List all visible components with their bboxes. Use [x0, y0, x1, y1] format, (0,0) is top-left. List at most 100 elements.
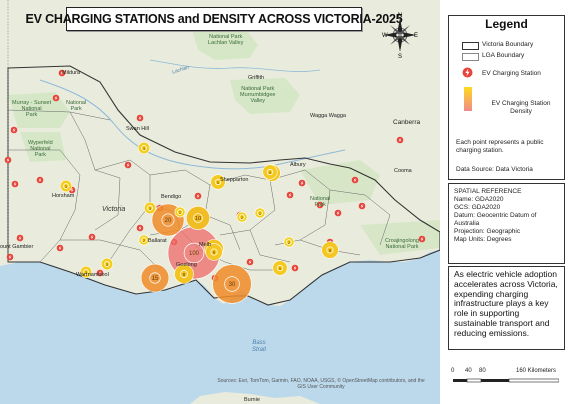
- ev-station-icon[interactable]: [194, 192, 202, 200]
- ev-station-icon[interactable]: [4, 156, 12, 164]
- spatial-datum: Datum: Geocentric Datum of Australia: [454, 212, 537, 227]
- label-small-np: National Park: [66, 100, 87, 112]
- density-cluster-label: 30: [229, 282, 236, 288]
- ev-station-icon[interactable]: [96, 269, 104, 277]
- density-cluster-wangaratta[interactable]: 5: [262, 164, 278, 180]
- legend-panel: Legend Victoria Boundary LGA Boundary EV…: [448, 15, 565, 180]
- spatial-reference-panel: SPATIAL REFERENCE Name: GDA2020 GCS: GDA…: [448, 183, 565, 264]
- city-geelong: Geelong: [176, 262, 197, 268]
- ev-station-icon[interactable]: [88, 233, 96, 241]
- ev-station-icon[interactable]: [124, 161, 132, 169]
- density-cluster-traralgon[interactable]: 5: [272, 260, 288, 276]
- ev-station-icon[interactable]: [58, 69, 66, 77]
- density-cluster-label: 6: [329, 248, 332, 253]
- ev-station-icon[interactable]: [298, 179, 306, 187]
- ev-station-icon[interactable]: [6, 253, 14, 261]
- ev-station-icon[interactable]: [334, 209, 342, 217]
- density-cluster-label: 100: [189, 251, 200, 257]
- density-cluster-geelong-phillip[interactable]: 30: [212, 264, 252, 304]
- scale-bar: 0 40 80 160 Kilometers: [451, 368, 563, 392]
- density-cluster-leongatha[interactable]: 2: [283, 236, 295, 248]
- density-cluster-echuca[interactable]: 2: [174, 206, 186, 218]
- scale-tick-80: 80: [479, 368, 486, 374]
- lga-line: [94, 159, 151, 261]
- label-lachlan-np: National Park Lachlan Valley: [208, 34, 244, 46]
- legend-victoria-boundary: Victoria Boundary: [482, 41, 534, 48]
- ev-station-icon[interactable]: [36, 176, 44, 184]
- ev-station-icon[interactable]: [16, 234, 24, 242]
- ev-station-icon[interactable]: [291, 264, 299, 272]
- lga-line: [8, 149, 81, 263]
- density-cluster-bendigo-south[interactable]: 10: [186, 206, 211, 231]
- lga-line: [204, 214, 241, 251]
- density-cluster-label: 20: [165, 218, 172, 224]
- map-title-box: EV CHARGING STATIONS and DENSITY ACROSS …: [26, 7, 403, 31]
- ev-station-icon[interactable]: [56, 244, 64, 252]
- river-murray: [39, 79, 346, 170]
- ev-station-icon[interactable]: [418, 235, 426, 243]
- spatial-heading: SPATIAL REFERENCE: [454, 188, 522, 195]
- description-panel: As electric vehicle adoption accelerates…: [448, 266, 565, 350]
- basemap: 10030201510886665553333322222: [0, 0, 440, 404]
- density-cluster-bendigo[interactable]: 3: [143, 201, 157, 215]
- city-swan-hill: Swan Hill: [126, 126, 149, 132]
- ev-station-icon[interactable]: [136, 224, 144, 232]
- density-cluster-label: 2: [288, 240, 291, 245]
- ev-density-clusters: 10030201510886665553333322222: [59, 141, 339, 304]
- density-cluster-label: 2: [179, 210, 182, 215]
- density-cluster-horsham[interactable]: 3: [59, 179, 73, 193]
- city-cooma: Cooma: [394, 168, 412, 174]
- lga-line: [94, 177, 121, 231]
- density-cluster-hamilton[interactable]: 3: [100, 257, 114, 271]
- ev-station-icon[interactable]: [351, 176, 359, 184]
- density-cluster-label: 2: [241, 215, 244, 220]
- density-cluster-castlemaine[interactable]: 2: [236, 211, 248, 223]
- density-cluster-colac[interactable]: 8: [174, 264, 194, 284]
- legend-density-gradient: [464, 87, 472, 111]
- north-arrow-icon: N S W E: [382, 13, 418, 58]
- ev-station-icon[interactable]: [52, 94, 60, 102]
- spatial-projection: Projection: Geographic: [454, 228, 521, 235]
- density-cluster-label: 6: [213, 250, 216, 255]
- ev-station-icon[interactable]: [246, 258, 254, 266]
- ev-station-icon[interactable]: [358, 202, 366, 210]
- map-frame[interactable]: 10030201510886665553333322222 EV CHARGIN…: [0, 0, 440, 404]
- legend-ev-density: EV Charging Station Density: [491, 100, 551, 115]
- ev-station-icon[interactable]: [136, 114, 144, 122]
- city-warrnambool: Warrnambool: [76, 272, 109, 278]
- density-cluster-warrnambool[interactable]: 3: [79, 265, 93, 279]
- ev-station-icon[interactable]: [396, 136, 404, 144]
- ev-station-icon[interactable]: [316, 201, 324, 209]
- compass-e: E: [414, 33, 418, 39]
- density-cluster-label: 3: [65, 184, 68, 189]
- ev-station-icon[interactable]: [11, 180, 19, 188]
- legend-point-note: Each point represents a public charging …: [456, 139, 544, 154]
- park-murray-sunset: [8, 92, 70, 128]
- density-cluster-shepparton[interactable]: 5: [210, 174, 226, 190]
- river-lachlan: [149, 59, 321, 72]
- density-cluster-geelong[interactable]: 6: [205, 243, 223, 261]
- park-murrumbidgee: [230, 78, 300, 114]
- legend-lga-boundary: LGA Boundary: [482, 52, 525, 59]
- density-cluster-label: 15: [152, 276, 159, 282]
- label-south-np: National Park: [310, 196, 331, 208]
- city-horsham: Horsham: [52, 193, 75, 199]
- label-croajingolong: Croajingolong National Park: [385, 238, 419, 250]
- city-victoria: Victoria: [102, 206, 126, 213]
- legend-data-source: Data Source: Data Victoria: [456, 166, 533, 173]
- spatial-gcs: GCS: GDA2020: [454, 204, 501, 211]
- density-cluster-sale[interactable]: 6: [321, 241, 339, 259]
- density-cluster-warrnambool-east[interactable]: 15: [140, 263, 170, 293]
- park-alpine: [300, 160, 380, 205]
- label-murray-sunset-np: Murray - Sunset National Park: [12, 100, 52, 118]
- density-cluster-mildura-south[interactable]: 3: [137, 141, 151, 155]
- ev-station-icon[interactable]: [10, 126, 18, 134]
- density-cluster-label: 3: [143, 146, 146, 151]
- ev-station-icon[interactable]: [286, 191, 294, 199]
- map-title: EV CHARGING STATIONS and DENSITY ACROSS …: [25, 12, 403, 26]
- density-cluster-seymour[interactable]: 2: [254, 207, 266, 219]
- city-ballarat: Ballarat: [148, 238, 167, 244]
- map-sources: Sources: Esri, TomTom, Garmin, FAO, NOAA…: [217, 378, 425, 390]
- density-cluster-ararat[interactable]: 2: [138, 234, 150, 246]
- scale-bar-graphic: [453, 378, 559, 383]
